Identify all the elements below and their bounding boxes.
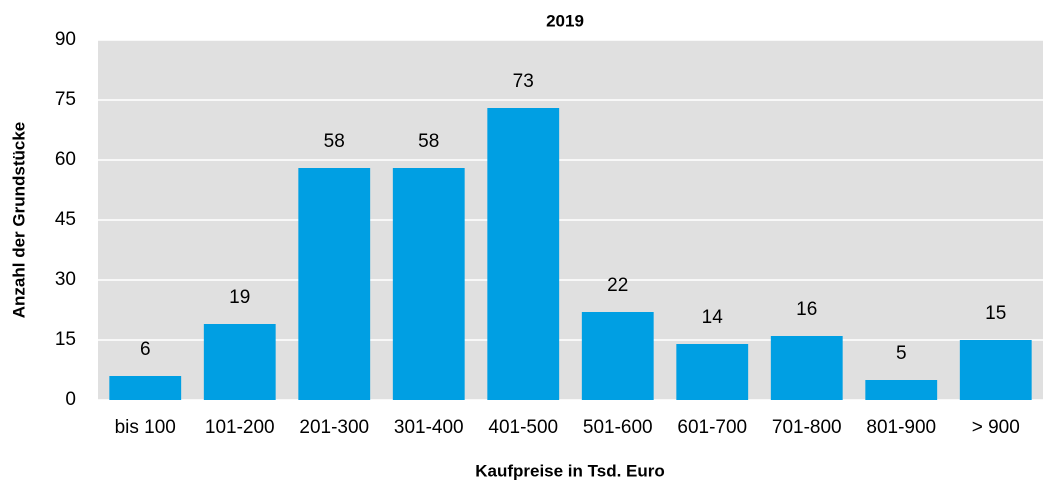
data-label: 22 <box>607 275 628 296</box>
y-tick-label: 0 <box>65 389 76 410</box>
y-tick-label: 75 <box>55 89 76 110</box>
data-label: 15 <box>985 303 1006 324</box>
x-tick-label: 501-600 <box>583 417 653 438</box>
y-axis-label: Anzahl der Grundstücke <box>9 122 28 318</box>
x-tick-label: 801-900 <box>866 417 936 438</box>
bar <box>392 168 465 400</box>
bar <box>865 380 938 400</box>
y-tick-label: 15 <box>55 329 76 350</box>
y-tick-label: 45 <box>55 209 76 230</box>
x-tick-label: 701-800 <box>772 417 842 438</box>
data-label: 14 <box>702 307 724 328</box>
y-tick-label: 90 <box>55 29 76 50</box>
bar <box>203 324 276 400</box>
bar <box>959 340 1032 400</box>
data-label: 73 <box>513 71 534 92</box>
x-tick-label: 601-700 <box>677 417 747 438</box>
bar <box>676 344 749 400</box>
bar <box>487 108 560 400</box>
data-label: 19 <box>229 287 250 308</box>
x-tick-label: 301-400 <box>394 417 464 438</box>
bar <box>581 312 654 400</box>
bar <box>770 336 843 400</box>
bar <box>298 168 371 400</box>
bar <box>109 376 182 400</box>
x-tick-label: 101-200 <box>205 417 275 438</box>
x-tick-label: 401-500 <box>488 417 558 438</box>
x-tick-label: > 900 <box>972 417 1020 438</box>
data-label: 58 <box>418 131 439 152</box>
data-label: 58 <box>324 131 345 152</box>
chart-title: 2019 <box>546 11 584 30</box>
data-label: 16 <box>796 299 817 320</box>
y-tick-label: 60 <box>55 149 76 170</box>
x-tick-label: 201-300 <box>299 417 369 438</box>
x-tick-label: bis 100 <box>115 417 176 438</box>
data-label: 6 <box>140 339 151 360</box>
x-axis-label: Kaufpreise in Tsd. Euro <box>475 461 665 480</box>
y-tick-label: 30 <box>55 269 76 290</box>
data-label: 5 <box>896 343 907 364</box>
